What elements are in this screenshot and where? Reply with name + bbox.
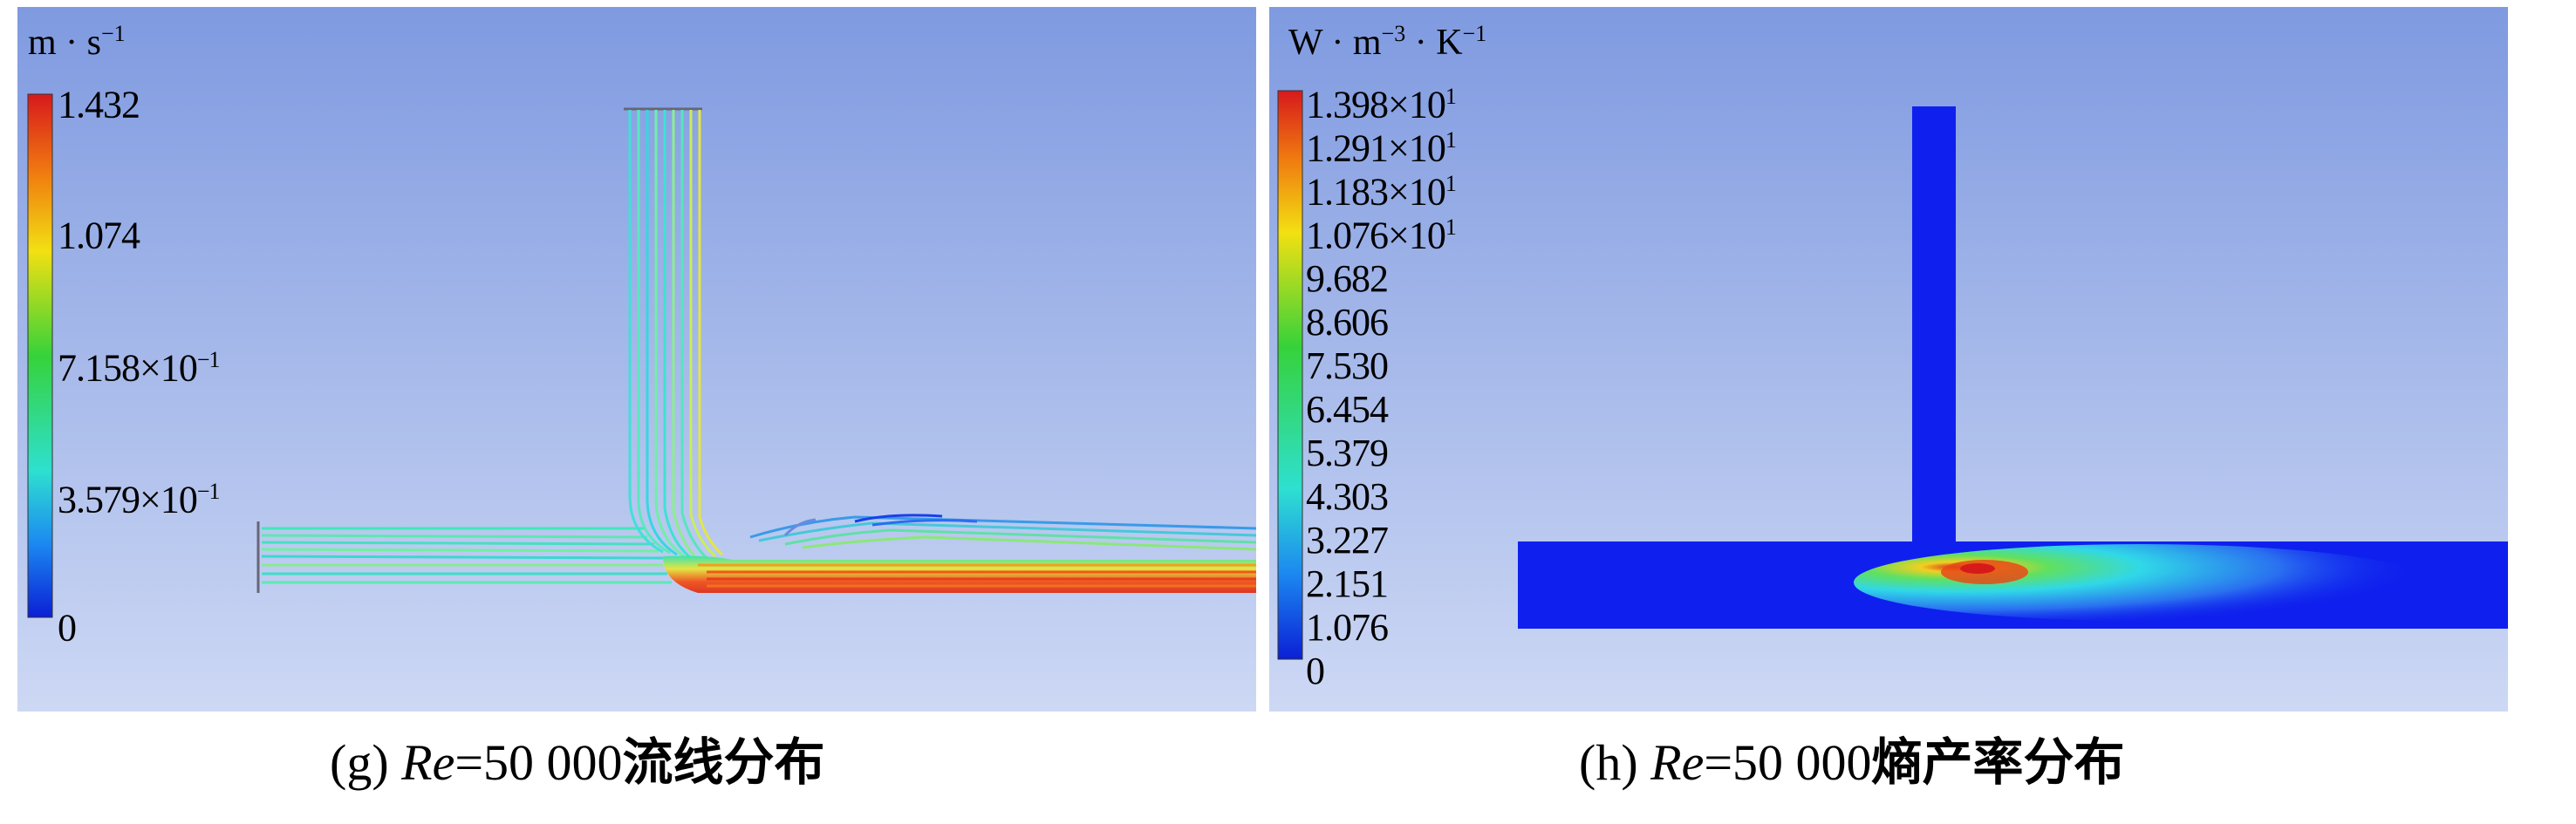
colorbar (1277, 90, 1303, 660)
colorbar-tick: 7.158×10−1 (58, 346, 220, 390)
main-pipe-streamlines (261, 527, 672, 584)
colorbar-tick: 8.606 (1306, 301, 1389, 344)
streamline-plot (17, 7, 1256, 712)
colorbar-unit: W · m−3 · K−1 (1288, 21, 1487, 63)
figure-h-panel: W · m−3 · K−1 1.398×101 1.291×101 1.183×… (1269, 7, 2508, 712)
branch-streamlines (628, 110, 724, 562)
background (17, 7, 1256, 712)
colorbar-tick: 6.454 (1306, 388, 1389, 431)
recirculation-streamlines (749, 514, 1256, 551)
high-velocity-jet (663, 555, 1256, 593)
colorbar-tick: 1.432 (58, 83, 140, 126)
colorbar-tick: 1.076 (1306, 606, 1389, 649)
caption-h: (h) Re=50 000熵产率分布 (1579, 732, 2125, 792)
entropy-hotspot (1854, 544, 2429, 621)
colorbar-tick: 4.303 (1306, 475, 1389, 518)
figure-g-panel: m · s−1 1.432 1.074 7.158×10−1 3.579×10−… (17, 7, 1256, 712)
colorbar (27, 93, 53, 618)
colorbar-tick: 1.291×101 (1306, 126, 1457, 170)
colorbar-tick: 2.151 (1306, 562, 1389, 605)
colorbar-tick: 9.682 (1306, 257, 1389, 300)
colorbar-tick: 1.074 (58, 214, 140, 257)
entropy-contour-plot (1269, 7, 2508, 712)
colorbar-tick: 0 (58, 606, 77, 650)
colorbar-tick: 5.379 (1306, 432, 1389, 474)
jet-streamlines (698, 563, 1256, 588)
colorbar-tick: 0 (1306, 650, 1325, 692)
colorbar-tick: 3.227 (1306, 519, 1389, 562)
colorbar-tick: 1.398×101 (1306, 83, 1457, 126)
colorbar-unit: m · s−1 (28, 21, 126, 63)
colorbar-tick: 7.530 (1306, 344, 1389, 387)
colorbar-tick: 1.183×101 (1306, 170, 1457, 214)
colorbar-tick: 1.076×101 (1306, 214, 1457, 257)
caption-g: (g) Re=50 000流线分布 (330, 732, 825, 792)
colorbar-tick: 3.579×10−1 (58, 478, 220, 521)
entropy-core (1960, 563, 1995, 574)
